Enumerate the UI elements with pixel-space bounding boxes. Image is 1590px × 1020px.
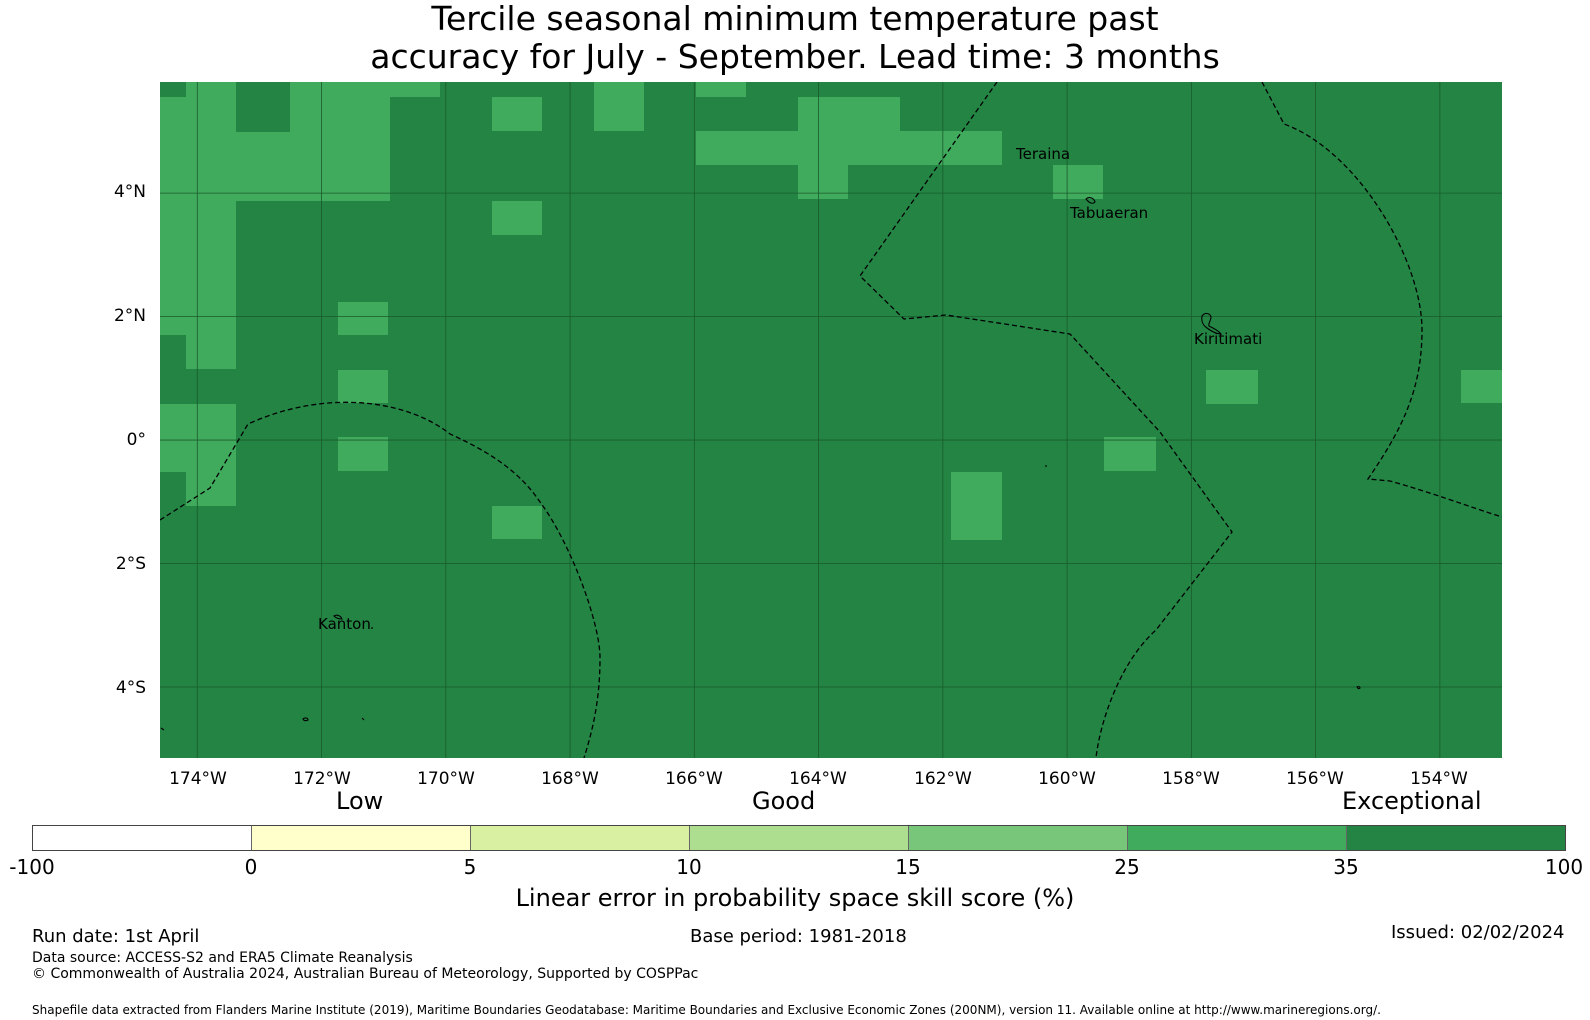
lon-label-168w: 168°W — [541, 769, 599, 789]
cell — [1053, 165, 1103, 199]
scale-word-good: Good — [752, 787, 816, 815]
place-label-kanton: Kanton — [318, 615, 371, 633]
legend-swatch — [1347, 826, 1565, 850]
cell — [1104, 437, 1156, 471]
cell — [492, 201, 542, 235]
cell — [696, 82, 746, 97]
cell — [338, 302, 388, 335]
title-line-2: accuracy for July - September. Lead time… — [370, 37, 1220, 76]
lon-label-166w: 166°W — [665, 769, 723, 789]
legend-xlabel: Linear error in probability space skill … — [515, 884, 1075, 912]
cell — [1206, 370, 1258, 404]
lon-label-172w: 172°W — [293, 769, 351, 789]
lon-label-170w: 170°W — [417, 769, 475, 789]
map-canvas[interactable]: Teraina Tabuaeran Kiritimati Kanton — [160, 82, 1502, 758]
legend-tick: -100 — [9, 855, 55, 879]
cell — [290, 82, 390, 132]
cell — [160, 404, 236, 472]
tabuaeran-island-icon — [1085, 197, 1096, 204]
legend-tick: 5 — [463, 855, 477, 879]
place-labels: Teraina Tabuaeran Kiritimati Kanton — [318, 145, 1262, 633]
legend-swatch — [33, 826, 252, 850]
lon-label-162w: 162°W — [914, 769, 972, 789]
cell — [492, 97, 542, 131]
legend-swatch — [252, 826, 471, 850]
legend-colorbar — [32, 825, 1566, 851]
chart-title: Tercile seasonal minimum temperature pas… — [0, 0, 1590, 76]
lon-label-164w: 164°W — [789, 769, 847, 789]
lat-label-4n: 4°N — [113, 182, 146, 202]
cell — [338, 437, 388, 471]
cell — [236, 132, 390, 201]
legend-swatch — [909, 826, 1128, 850]
legend-tick: 25 — [1114, 855, 1140, 879]
small-island-icon — [361, 717, 365, 721]
eez-boundary-kanton — [160, 401, 601, 758]
small-island-icon — [1356, 686, 1361, 690]
shapefile-credit: Shapefile data extracted from Flanders M… — [32, 1003, 1381, 1017]
lat-label-2s: 2°S — [115, 554, 146, 574]
eez-boundaries — [160, 82, 1502, 758]
kiritimati-island-icon — [1201, 312, 1223, 335]
legend-tick: 0 — [244, 855, 258, 879]
eez-boundary-line-islands-west — [859, 82, 1233, 758]
map-panel[interactable]: Teraina Tabuaeran Kiritimati Kanton — [160, 82, 1502, 758]
legend-tick: 10 — [676, 855, 702, 879]
skill-cells — [160, 82, 1502, 540]
cell — [594, 82, 644, 131]
place-label-kiritimati: Kiritimati — [1194, 330, 1262, 348]
cell — [798, 97, 900, 131]
issued-date: Issued: 02/02/2024 — [1391, 922, 1565, 943]
lat-label-4s: 4°S — [115, 678, 146, 698]
island-outlines — [160, 197, 1361, 731]
cell — [390, 82, 440, 97]
lon-label-156w: 156°W — [1286, 769, 1344, 789]
scale-word-low: Low — [336, 787, 384, 815]
cell — [186, 472, 236, 506]
run-date: Run date: 1st April — [32, 926, 200, 947]
legend-swatch — [471, 826, 690, 850]
kanton-island-icon — [333, 614, 343, 620]
cell — [338, 370, 388, 403]
cell — [951, 472, 1002, 540]
scale-word-exceptional: Exceptional — [1342, 787, 1482, 815]
data-source: Data source: ACCESS-S2 and ERA5 Climate … — [32, 950, 413, 966]
cell — [798, 165, 848, 199]
copyright: © Commonwealth of Australia 2024, Austra… — [32, 966, 699, 982]
lon-label-160w: 160°W — [1038, 769, 1096, 789]
cell — [186, 335, 236, 369]
eez-boundary-line-islands-east — [1261, 82, 1502, 518]
small-island-icon — [160, 727, 165, 731]
legend-tick: 100 — [1544, 855, 1584, 879]
lon-label-154w: 154°W — [1410, 769, 1468, 789]
place-label-tabuaeran: Tabuaeran — [1069, 204, 1148, 222]
lon-label-158w: 158°W — [1162, 769, 1220, 789]
cell — [1461, 370, 1502, 403]
cell — [160, 201, 236, 335]
cell — [160, 97, 236, 201]
lat-label-2n: 2°N — [113, 306, 146, 326]
cell — [696, 131, 1002, 165]
base-period: Base period: 1981-2018 — [690, 926, 907, 947]
graticule — [160, 82, 1502, 758]
legend-tick: 15 — [895, 855, 921, 879]
lon-label-174w: 174°W — [169, 769, 227, 789]
legend-swatch — [690, 826, 909, 850]
cell — [492, 506, 542, 539]
small-island-icon — [302, 717, 309, 722]
title-line-1: Tercile seasonal minimum temperature pas… — [431, 0, 1159, 38]
legend-swatch — [1128, 826, 1347, 850]
cell — [186, 82, 236, 97]
lat-label-0: 0° — [126, 430, 146, 450]
legend-tick: 35 — [1333, 855, 1359, 879]
place-label-teraina: Teraina — [1015, 145, 1070, 163]
